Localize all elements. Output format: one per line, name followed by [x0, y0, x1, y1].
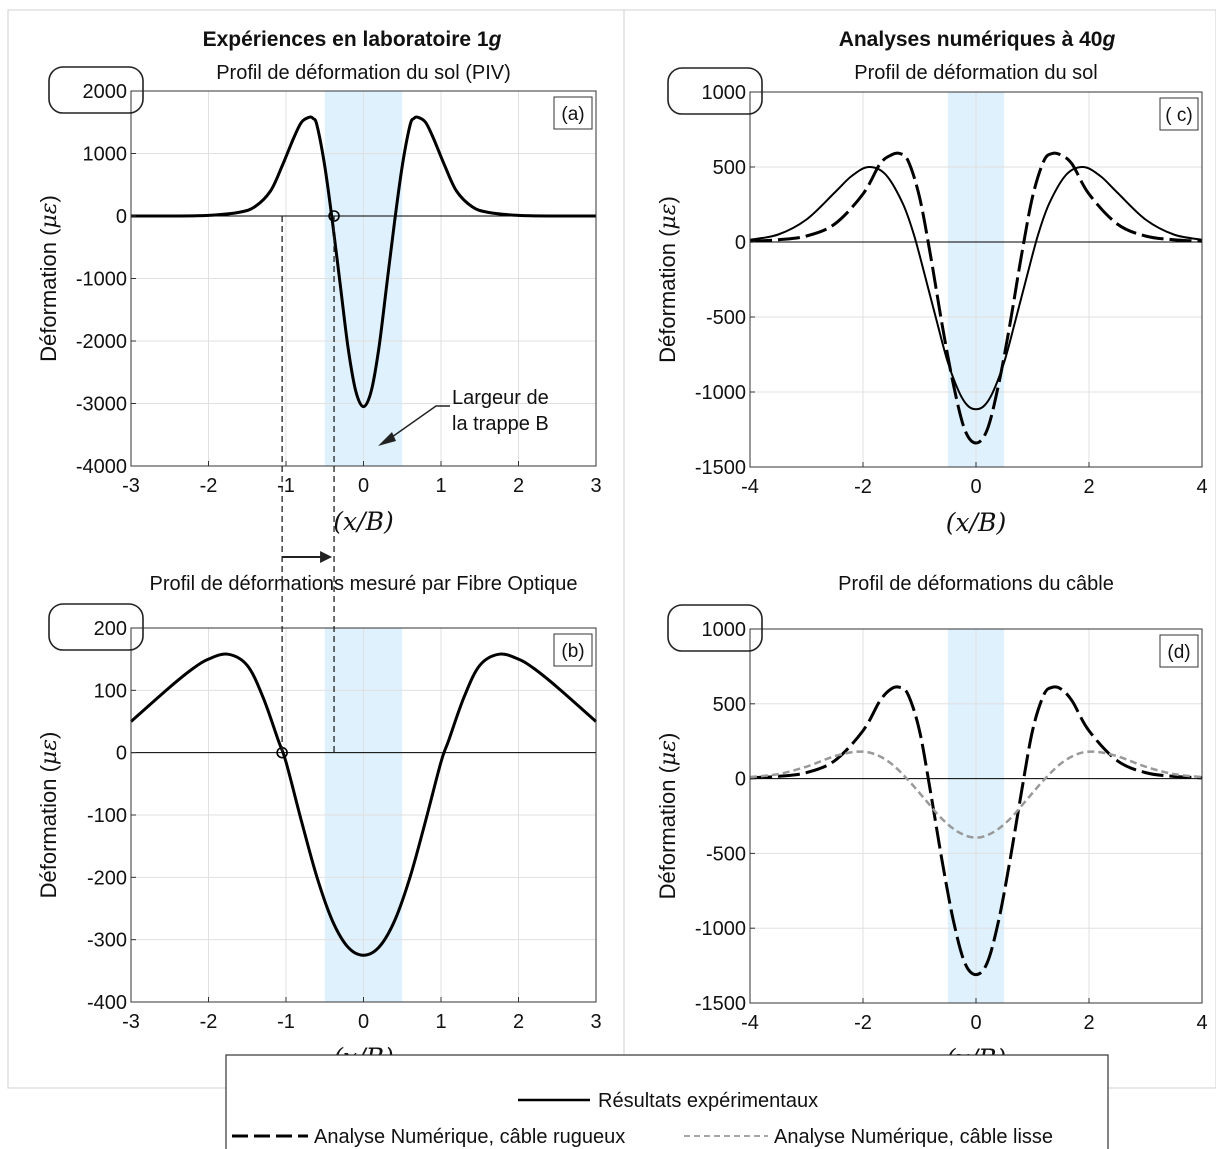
y-tick-label: -500 [706, 307, 746, 329]
panel-label: (a) [561, 104, 584, 125]
x-tick-label: -2 [854, 1012, 872, 1034]
x-tick-label: -3 [122, 1011, 140, 1033]
x-tick-label: -2 [200, 1011, 218, 1033]
x-tick-label: 1 [435, 1011, 446, 1033]
y-tick-label: -100 [87, 805, 127, 827]
y-tick-label: 500 [713, 157, 746, 179]
x-tick-label: 0 [970, 1012, 981, 1034]
panel-label: (d) [1167, 642, 1190, 663]
x-tick-label: 0 [970, 476, 981, 498]
y-tick-label: -300 [87, 930, 127, 952]
panel-label: ( c) [1165, 105, 1192, 126]
series-solid-line [130, 115, 597, 409]
panel-a: -3 -2 -1 0 1 2 3 -4000 -3000 -2000 -1000 0 1000 2000 P… [36, 62, 602, 536]
x-tick-label: 2 [513, 1011, 524, 1033]
panel-title: Profil de déformations mesuré par Fibre … [150, 573, 578, 595]
annotation-line-2: la trappe B [452, 413, 549, 435]
legend-label-rough-cable: Analyse Numérique, câble rugueux [314, 1126, 625, 1148]
legend: Résultats expérimentaux Analyse Numériqu… [225, 1054, 1109, 1149]
top-tick-highlight-box [667, 604, 763, 652]
annotation-leader [391, 405, 450, 438]
y-tick-label: 1000 [83, 144, 128, 166]
legend-label-smooth-cable: Analyse Numérique, câble lisse [774, 1126, 1053, 1148]
x-tick-label: 3 [590, 1011, 601, 1033]
panel-c: -4 -2 0 2 4 -1500 -1000 -500 0 500 1000 Profil de d… [655, 62, 1208, 537]
y-tick-label: 1000 [702, 82, 747, 104]
left-column-title: Expériences en laboratoire 1g [203, 28, 502, 51]
panel-b: -3 -2 -1 0 1 2 3 -400 -300 -200 -100 0 100 200 Profil … [36, 573, 602, 1072]
x-tick-label: -1 [277, 475, 295, 497]
series-dashed-grey-line [749, 750, 1203, 839]
top-tick-highlight-box [48, 66, 144, 114]
y-tick-label: -4000 [76, 456, 127, 478]
x-tick-label: -4 [741, 476, 759, 498]
x-axis-label: (x/B) [333, 507, 393, 536]
y-tick-label: -1500 [695, 457, 746, 479]
panel-d: -4 -2 0 2 4 -1500 -1000 -500 0 500 1000 Profil de d… [655, 573, 1208, 1073]
y-tick-label: -1000 [695, 382, 746, 404]
y-tick-label: -1000 [695, 918, 746, 940]
shift-arrow-head [320, 551, 333, 563]
panel-label-box [553, 633, 593, 667]
y-axis-label: Déformation (με) [36, 732, 62, 899]
y-tick-label: 0 [735, 769, 746, 791]
x-axis-label: (x/B) [946, 508, 1006, 537]
y-axis-label: Déformation (με) [36, 195, 62, 362]
panel-label-box [1159, 634, 1199, 668]
annotation-arrow-head [378, 432, 396, 446]
y-tick-label: -400 [87, 992, 127, 1014]
y-tick-label: 500 [713, 694, 746, 716]
legend-box [225, 1054, 1109, 1149]
series-solid-line [130, 652, 597, 957]
right-column-title: Analyses numériques à 40g [839, 28, 1116, 51]
y-tick-label: -1000 [76, 269, 127, 291]
y-tick-label: -3000 [76, 394, 127, 416]
x-tick-label: 2 [1083, 1012, 1094, 1034]
shift-annotation [281, 216, 335, 753]
series-dashed-line [749, 151, 1203, 445]
y-tick-label: -200 [87, 867, 127, 889]
y-tick-label: 0 [735, 232, 746, 254]
legend-label-experimental: Résultats expérimentaux [598, 1090, 818, 1112]
y-tick-label: 0 [116, 206, 127, 228]
y-tick-label: 0 [116, 743, 127, 765]
top-tick-highlight-box [48, 603, 144, 651]
series-dashed-line [749, 685, 1203, 977]
y-tick-label: 2000 [83, 81, 128, 103]
y-tick-label: 100 [94, 680, 127, 702]
panel-title: Profil de déformations du câble [838, 573, 1114, 595]
x-tick-label: -3 [122, 475, 140, 497]
x-tick-label: 3 [590, 475, 601, 497]
x-tick-label: 2 [1083, 476, 1094, 498]
x-tick-label: -2 [854, 476, 872, 498]
y-axis-label: Déformation (με) [655, 733, 681, 900]
panel-title: Profil de déformation du sol [854, 62, 1097, 84]
y-tick-label: 1000 [702, 619, 747, 641]
x-tick-label: -4 [741, 1012, 759, 1034]
y-tick-label: -2000 [76, 331, 127, 353]
panel-label-box [553, 96, 593, 130]
x-tick-label: 0 [358, 475, 369, 497]
panel-label: (b) [561, 641, 584, 662]
x-tick-label: 2 [513, 475, 524, 497]
x-tick-label: 4 [1196, 476, 1207, 498]
y-tick-label: -500 [706, 843, 746, 865]
y-tick-label: -1500 [695, 993, 746, 1015]
top-tick-highlight-box [667, 67, 763, 115]
annotation-line-1: Largeur de [452, 387, 549, 409]
y-tick-label: 200 [94, 618, 127, 640]
panel-label-box [1159, 97, 1199, 131]
x-tick-label: 1 [435, 475, 446, 497]
x-tick-label: -1 [277, 1011, 295, 1033]
x-tick-label: 0 [358, 1011, 369, 1033]
series-solid-line [749, 165, 1203, 411]
x-tick-label: 4 [1196, 1012, 1207, 1034]
x-tick-label: -2 [200, 475, 218, 497]
y-axis-label: Déformation (με) [655, 196, 681, 363]
panel-title: Profil de déformation du sol (PIV) [216, 62, 511, 84]
